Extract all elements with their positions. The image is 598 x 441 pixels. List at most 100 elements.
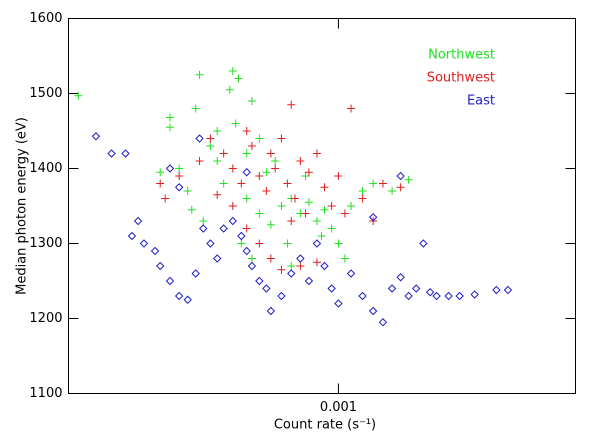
- point: [304, 198, 313, 207]
- point: [199, 217, 208, 225]
- point: [425, 288, 435, 297]
- point: [404, 291, 413, 301]
- point: [262, 187, 271, 195]
- point: [174, 291, 184, 301]
- point: [195, 134, 204, 143]
- point: [455, 291, 464, 301]
- point: [287, 100, 296, 109]
- legend-entry: Northwest: [428, 48, 495, 63]
- point: [156, 179, 165, 188]
- point: [228, 202, 237, 210]
- point: [301, 209, 310, 218]
- point: [139, 239, 149, 248]
- x-axis-label: Count rate (s⁻¹): [274, 418, 376, 433]
- point: [242, 246, 251, 256]
- point: [327, 284, 336, 293]
- point: [346, 269, 356, 278]
- point: [165, 164, 175, 173]
- point: [334, 299, 343, 308]
- point: [290, 194, 299, 203]
- point: [287, 269, 296, 278]
- point: [199, 224, 208, 233]
- point: [195, 70, 204, 79]
- point: [277, 265, 286, 274]
- point: [255, 209, 264, 218]
- point: [234, 74, 243, 83]
- point: [271, 164, 280, 173]
- point: [255, 134, 264, 143]
- point: [161, 194, 170, 203]
- point: [228, 216, 237, 226]
- point: [369, 179, 378, 188]
- point: [419, 239, 428, 248]
- point: [175, 164, 184, 173]
- point: [358, 291, 367, 301]
- point: [277, 202, 286, 210]
- point: [411, 284, 421, 293]
- point: [287, 217, 296, 225]
- point: [340, 254, 349, 263]
- y-axis-label: Median photon energy (eV): [15, 117, 30, 295]
- point: [175, 172, 184, 180]
- point: [277, 134, 286, 143]
- point: [219, 149, 228, 158]
- point: [492, 285, 501, 295]
- point: [327, 202, 336, 210]
- point: [340, 209, 349, 218]
- point: [107, 149, 116, 158]
- y-tick-label: 1400: [29, 161, 62, 176]
- point: [320, 183, 329, 192]
- point: [404, 175, 413, 184]
- point: [156, 261, 165, 271]
- point: [121, 149, 130, 158]
- point: [174, 183, 184, 192]
- point: [228, 67, 237, 75]
- point: [237, 239, 246, 248]
- point: [266, 149, 275, 158]
- point: [266, 254, 275, 263]
- point: [287, 262, 296, 270]
- plot-frame: [68, 18, 576, 394]
- point: [187, 205, 196, 214]
- point: [237, 179, 246, 188]
- y-tick-label: 1100: [29, 386, 62, 401]
- point: [219, 224, 228, 233]
- point: [396, 171, 405, 181]
- point: [334, 172, 343, 180]
- point: [242, 149, 251, 158]
- point: [378, 318, 388, 327]
- point: [206, 134, 215, 143]
- point: [195, 157, 204, 165]
- point: [237, 231, 246, 241]
- point: [301, 172, 310, 180]
- point: [165, 276, 175, 286]
- point: [91, 132, 101, 141]
- point: [206, 239, 215, 248]
- point: [312, 239, 322, 248]
- point: [320, 205, 329, 214]
- x-tick-label: 0.001: [320, 400, 357, 415]
- point: [213, 157, 222, 165]
- point: [219, 179, 228, 188]
- point: [247, 254, 256, 263]
- point: [358, 194, 367, 203]
- point: [212, 254, 222, 263]
- legend-entry: East: [467, 94, 495, 109]
- point: [444, 291, 453, 301]
- point: [247, 142, 256, 150]
- point: [213, 190, 222, 199]
- point: [396, 273, 405, 282]
- point: [206, 142, 215, 150]
- point: [225, 85, 234, 94]
- point: [388, 187, 397, 195]
- point: [127, 231, 137, 241]
- point: [242, 194, 251, 203]
- point: [262, 284, 271, 293]
- point: [378, 179, 387, 188]
- point: [277, 291, 286, 301]
- point: [320, 261, 329, 271]
- point: [262, 168, 271, 177]
- point: [150, 246, 160, 256]
- point: [231, 119, 240, 128]
